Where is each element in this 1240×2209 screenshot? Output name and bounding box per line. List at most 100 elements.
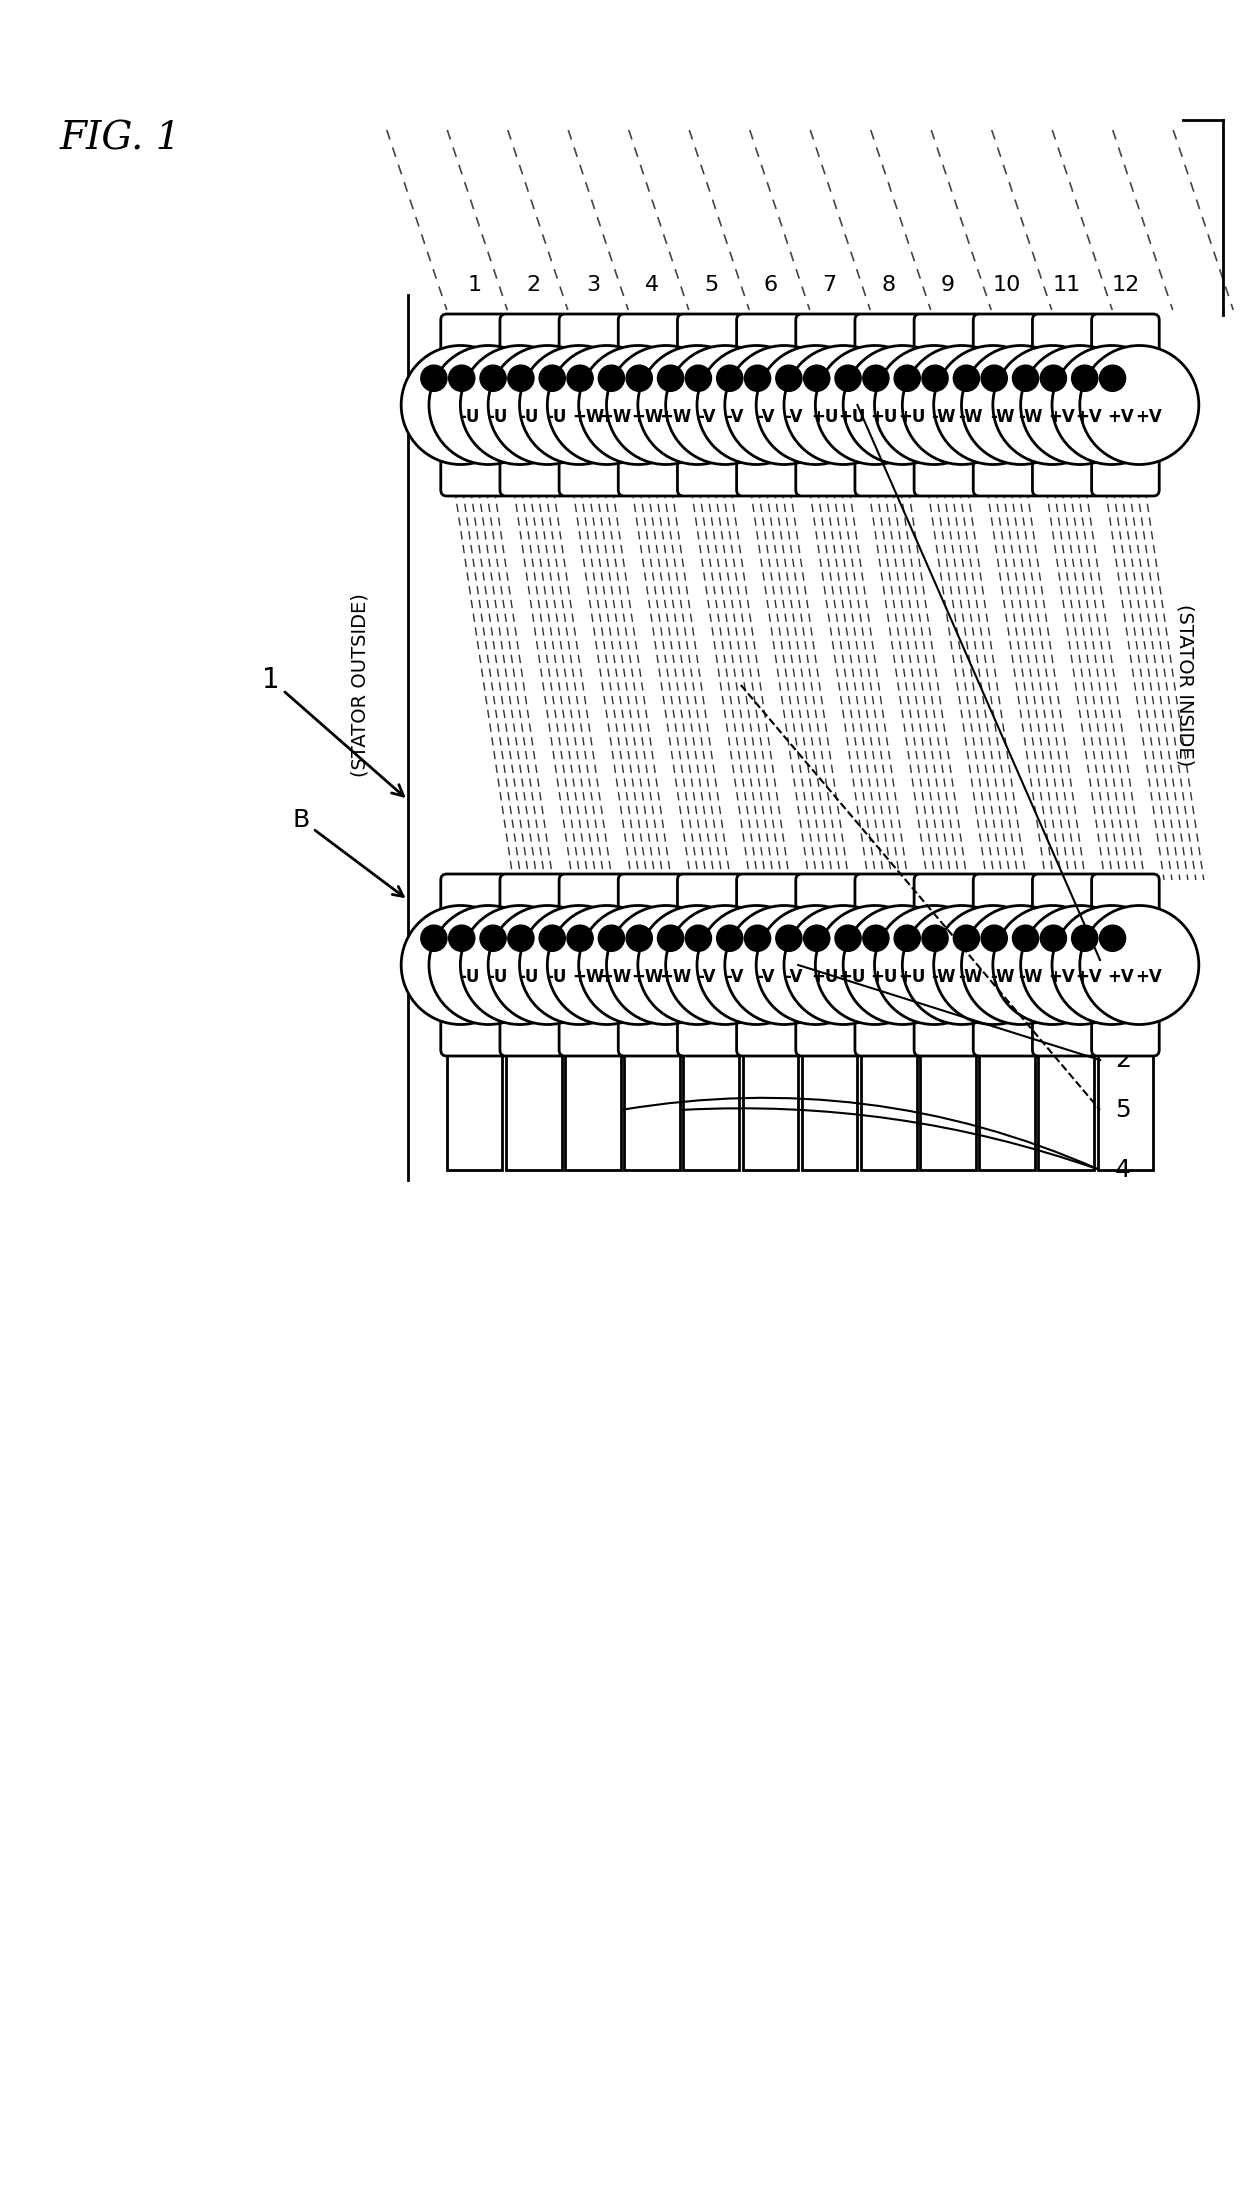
Text: +U: +U [870,968,898,985]
FancyBboxPatch shape [973,875,1040,1056]
Circle shape [402,906,520,1025]
FancyBboxPatch shape [854,314,923,497]
Text: -V: -V [697,409,715,426]
Text: 1: 1 [467,274,481,296]
Circle shape [756,345,875,464]
Circle shape [489,906,608,1025]
Text: -U: -U [547,409,567,426]
Circle shape [637,345,756,464]
Text: 5: 5 [704,274,718,296]
Circle shape [429,906,548,1025]
Text: +U: +U [898,409,925,426]
FancyBboxPatch shape [737,314,805,497]
Circle shape [1100,926,1126,952]
FancyBboxPatch shape [619,314,686,497]
Circle shape [1021,906,1140,1025]
Circle shape [1040,926,1066,952]
Circle shape [954,364,980,391]
Circle shape [804,364,830,391]
Text: +W: +W [631,409,663,426]
Text: 7: 7 [822,274,837,296]
Circle shape [744,364,770,391]
Text: -W: -W [931,409,955,426]
Text: 8: 8 [882,274,895,296]
Circle shape [981,926,1007,952]
Text: -W: -W [990,968,1014,985]
Text: -W: -W [931,968,955,985]
Circle shape [637,906,756,1025]
Text: 9: 9 [941,274,955,296]
Text: +W: +W [658,968,691,985]
FancyBboxPatch shape [1033,314,1100,497]
Text: 6: 6 [764,274,777,296]
Text: +W: +W [572,409,604,426]
Circle shape [480,364,506,391]
Text: -U: -U [459,968,480,985]
Circle shape [599,926,625,952]
Text: +W: +W [600,409,632,426]
Circle shape [1052,906,1171,1025]
Circle shape [429,345,548,464]
Circle shape [1100,364,1126,391]
Circle shape [776,364,802,391]
Circle shape [717,926,743,952]
Circle shape [923,926,949,952]
FancyBboxPatch shape [440,875,508,1056]
FancyBboxPatch shape [796,875,863,1056]
FancyBboxPatch shape [559,875,626,1056]
Circle shape [1080,345,1199,464]
Circle shape [1052,345,1171,464]
Bar [1038,1049,1094,1171]
Text: -U: -U [487,409,507,426]
Text: +W: +W [658,409,691,426]
Circle shape [744,926,770,952]
Circle shape [816,906,935,1025]
Bar [683,1049,739,1171]
Text: -U: -U [459,409,480,426]
Circle shape [934,345,1053,464]
Text: +U: +U [811,968,838,985]
Circle shape [686,364,712,391]
Bar [506,1049,562,1171]
Circle shape [993,906,1112,1025]
FancyBboxPatch shape [500,875,568,1056]
Text: -V: -V [784,968,802,985]
Circle shape [725,345,844,464]
Text: -W: -W [1018,968,1042,985]
Circle shape [835,926,861,952]
Circle shape [579,345,698,464]
Text: +W: +W [631,968,663,985]
Circle shape [520,906,639,1025]
Text: +V: +V [1048,409,1075,426]
Bar [624,1049,680,1171]
Text: -W: -W [1018,409,1042,426]
Text: +V: +V [1107,968,1133,985]
Circle shape [993,345,1112,464]
Circle shape [626,364,652,391]
Text: 4: 4 [645,274,660,296]
Circle shape [480,926,506,952]
Circle shape [666,906,785,1025]
Circle shape [835,364,861,391]
Circle shape [697,906,816,1025]
Bar [743,1049,799,1171]
Circle shape [626,926,652,952]
Circle shape [420,364,446,391]
Circle shape [547,345,666,464]
Text: 10: 10 [993,274,1022,296]
Circle shape [816,345,935,464]
Circle shape [547,906,666,1025]
Circle shape [1071,364,1097,391]
FancyBboxPatch shape [440,314,508,497]
Circle shape [784,345,903,464]
FancyBboxPatch shape [973,314,1040,497]
Circle shape [449,926,475,952]
Text: 3: 3 [585,274,600,296]
Text: -U: -U [518,968,539,985]
Circle shape [923,364,949,391]
Circle shape [804,926,830,952]
Circle shape [784,906,903,1025]
Circle shape [579,906,698,1025]
Text: -V: -V [725,409,743,426]
Circle shape [874,906,993,1025]
